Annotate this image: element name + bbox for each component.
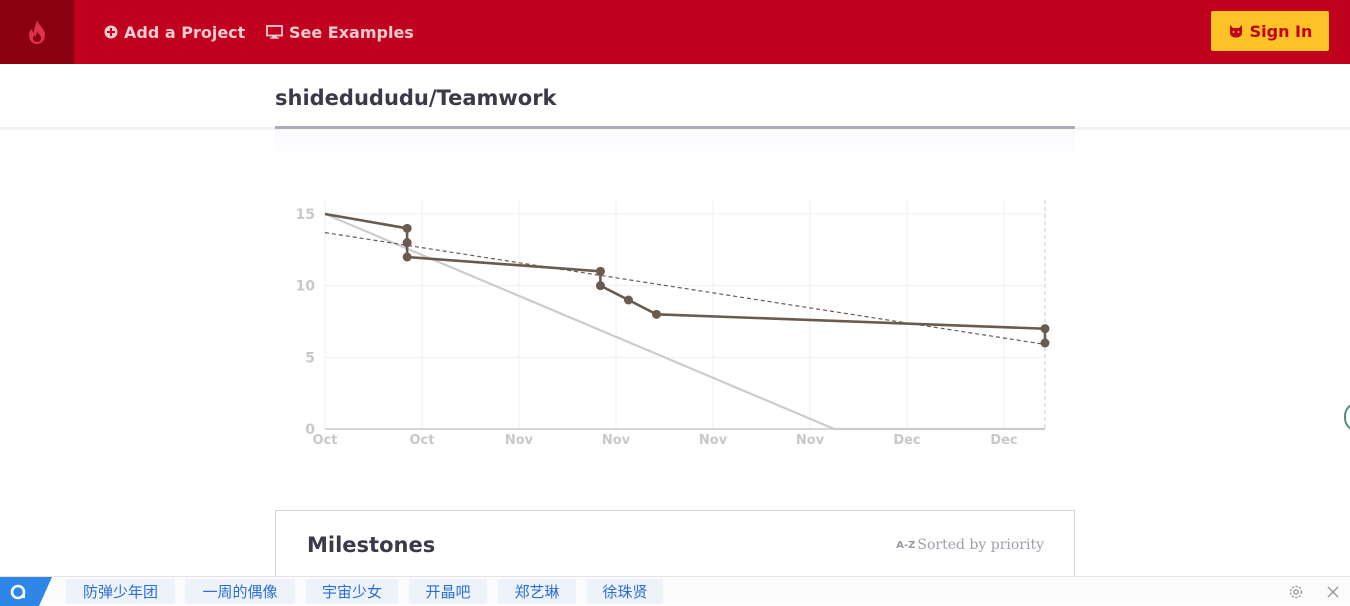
y-tick-label: 0 <box>305 422 315 438</box>
close-icon[interactable] <box>1324 583 1342 601</box>
data-point <box>402 223 412 233</box>
data-point <box>651 309 661 319</box>
flame-logo-icon[interactable] <box>0 0 74 64</box>
x-tick-label: Nov <box>699 433 728 448</box>
search-tag[interactable]: 徐珠贤 <box>587 579 663 604</box>
y-tick-label: 15 <box>296 207 315 223</box>
see-examples-link[interactable]: See Examples <box>266 0 414 64</box>
x-tick-label: Dec <box>990 433 1017 448</box>
x-tick-label: Dec <box>893 433 920 448</box>
github-cat-icon <box>1229 25 1242 38</box>
x-tick-label: Nov <box>796 433 825 448</box>
bottom-search-bar: 防弹少年团 一周的偶像 宇宙少女 开晶吧 郑艺琳 徐珠贤 <box>0 576 1350 606</box>
x-tick-label: Oct <box>410 433 435 448</box>
settings-gear-icon[interactable] <box>1287 583 1305 601</box>
data-point <box>1040 324 1050 334</box>
x-tick-label: Oct <box>313 433 338 448</box>
sort-toggle[interactable]: A-Z Sorted by priority <box>896 537 1044 553</box>
sign-in-button[interactable]: Sign In <box>1211 11 1329 51</box>
monitor-icon <box>266 25 283 39</box>
actual-line <box>324 212 1047 343</box>
y-tick-label: 5 <box>305 350 315 366</box>
search-tag[interactable]: 郑艺琳 <box>498 579 576 604</box>
data-point <box>623 295 633 305</box>
sign-in-label: Sign In <box>1249 21 1313 41</box>
title-bar <box>0 64 1350 130</box>
ideal-line <box>324 212 1045 431</box>
edge-widget[interactable] <box>1344 402 1350 432</box>
search-logo-icon[interactable] <box>0 577 52 606</box>
add-project-label: Add a Project <box>124 22 246 42</box>
add-project-link[interactable]: Add a Project <box>104 0 245 64</box>
data-point <box>1040 338 1050 348</box>
page-title: shidedududu/Teamwork <box>275 86 557 110</box>
see-examples-label: See Examples <box>289 22 414 42</box>
data-point <box>595 281 605 291</box>
title-underline <box>275 126 1075 129</box>
data-point <box>595 266 605 276</box>
sort-label: Sorted by priority <box>917 537 1044 553</box>
chart-svg: Oct Oct Nov Nov Nov Nov Dec Dec 0 5 10 15 <box>296 200 1050 448</box>
top-navbar: Add a Project See Examples Sign In <box>0 0 1350 64</box>
search-tag[interactable]: 一周的偶像 <box>185 579 295 604</box>
y-tick-label: 10 <box>296 279 316 295</box>
milestones-title: Milestones <box>307 533 436 557</box>
x-tick-label: Nov <box>505 433 534 448</box>
search-tag[interactable]: 宇宙少女 <box>306 579 398 604</box>
data-point <box>402 252 412 262</box>
search-tag[interactable]: 防弹少年团 <box>66 579 175 604</box>
search-tag[interactable]: 开晶吧 <box>409 579 487 604</box>
x-tick-label: Nov <box>602 433 631 448</box>
plus-circle-icon <box>104 25 118 39</box>
sort-az-icon: A-Z <box>896 539 916 551</box>
trend-line <box>324 232 1046 345</box>
burndown-chart: Oct Oct Nov Nov Nov Nov Dec Dec 0 5 10 15 <box>275 132 1075 472</box>
